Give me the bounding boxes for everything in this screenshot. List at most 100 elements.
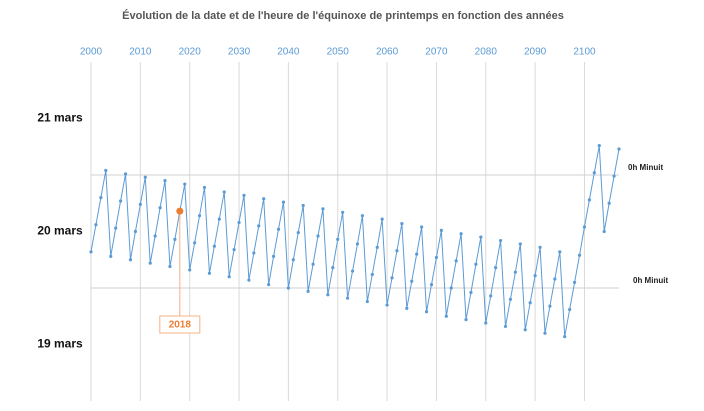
point	[148, 261, 152, 265]
point	[168, 264, 172, 269]
point	[123, 172, 128, 176]
point	[212, 244, 216, 248]
point	[197, 214, 202, 218]
point	[262, 197, 266, 201]
point	[281, 200, 286, 204]
point	[188, 268, 192, 272]
point	[474, 262, 478, 266]
point	[267, 283, 271, 287]
point	[459, 232, 463, 236]
y2-tick-label: 0h Minuit	[628, 163, 664, 172]
x-tick-label: 2050	[327, 47, 350, 58]
point	[227, 275, 231, 279]
x-tick-label: 2030	[228, 47, 251, 58]
point	[316, 234, 320, 238]
point	[494, 266, 498, 270]
point	[385, 303, 389, 307]
point	[321, 207, 325, 211]
point	[252, 251, 256, 255]
point	[306, 289, 310, 293]
point	[444, 314, 448, 318]
point	[331, 266, 335, 270]
point	[415, 252, 419, 256]
point	[380, 217, 384, 221]
point	[232, 247, 236, 252]
point	[133, 229, 138, 234]
y2-tick-label: 0h Minuit	[633, 276, 669, 285]
point	[489, 294, 493, 298]
point	[89, 250, 93, 254]
point	[518, 242, 522, 246]
point	[173, 237, 177, 242]
point	[439, 228, 443, 232]
x-tick-label: 2100	[573, 47, 596, 58]
point	[553, 277, 557, 281]
point	[454, 259, 458, 263]
point	[183, 182, 187, 186]
point	[94, 223, 98, 227]
point	[420, 225, 424, 229]
point	[602, 229, 606, 234]
point	[582, 225, 587, 229]
point	[341, 210, 345, 214]
point	[375, 245, 379, 249]
point	[271, 254, 276, 258]
point	[311, 262, 315, 266]
point	[202, 185, 207, 190]
point	[563, 334, 567, 339]
chart-title: Évolution de la date et de l'heure de l'…	[122, 9, 564, 22]
point	[607, 201, 611, 205]
point	[400, 221, 404, 226]
x-tick-label: 2070	[425, 47, 448, 58]
point	[345, 296, 350, 300]
point	[158, 206, 162, 210]
point	[360, 214, 365, 218]
point	[390, 276, 394, 280]
point	[597, 144, 601, 148]
point	[429, 283, 434, 287]
point	[572, 280, 577, 284]
point	[222, 190, 226, 194]
point	[449, 286, 453, 290]
point	[217, 217, 221, 221]
annotation-label: 2018	[169, 320, 192, 331]
point	[257, 224, 261, 228]
point	[326, 293, 330, 297]
point	[291, 258, 295, 262]
point	[153, 234, 157, 238]
point	[469, 290, 473, 295]
point	[538, 245, 542, 249]
y-tick-label: 21 mars	[37, 111, 83, 125]
x-tick-label: 2020	[179, 47, 202, 58]
point	[207, 271, 212, 275]
y-tick-label: 20 mars	[37, 224, 83, 238]
point	[405, 306, 409, 310]
y-tick-label: 19 mars	[37, 337, 83, 351]
point	[592, 171, 596, 175]
point	[104, 168, 108, 173]
point	[128, 258, 133, 262]
annotation-box	[159, 315, 201, 334]
point	[479, 235, 483, 239]
point	[424, 310, 429, 314]
point	[498, 238, 503, 243]
point	[301, 203, 305, 208]
point	[533, 273, 537, 278]
point	[508, 297, 513, 301]
point	[286, 286, 290, 290]
point	[336, 237, 340, 242]
x-tick-label: 2080	[475, 47, 498, 58]
point	[558, 250, 562, 254]
point	[163, 179, 167, 183]
x-tick-label: 2010	[129, 47, 152, 58]
point	[370, 272, 374, 277]
point	[513, 270, 517, 274]
point	[114, 226, 118, 230]
point	[410, 279, 414, 283]
point	[193, 241, 197, 245]
point	[355, 242, 360, 246]
point	[548, 304, 552, 308]
point	[464, 318, 468, 322]
